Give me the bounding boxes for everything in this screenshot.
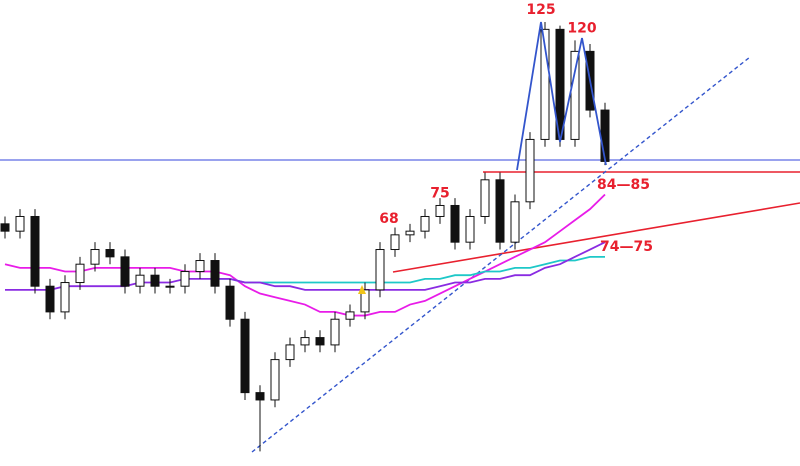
pattern-line [516, 21, 607, 171]
candle-body [240, 318, 250, 394]
candle-body [120, 256, 130, 287]
candle-body [135, 274, 145, 287]
candle-body [390, 234, 400, 251]
candle-body [105, 249, 115, 258]
candle-body [525, 138, 535, 203]
candle-body [75, 263, 85, 284]
signal-icon [358, 285, 366, 294]
trend-line [251, 56, 751, 453]
candle-body [195, 260, 205, 273]
candle-body [570, 50, 580, 140]
candle-body [90, 249, 100, 265]
candle-body [210, 260, 220, 287]
candle-body [465, 215, 475, 243]
candle-body [45, 285, 55, 313]
candle-body [495, 179, 505, 243]
price-label: 68 [379, 211, 398, 227]
plot [0, 22, 610, 452]
candle-body [165, 285, 175, 288]
candle-body [255, 392, 265, 401]
candle-body [300, 337, 310, 346]
candle-body [60, 282, 70, 313]
candle-body [360, 289, 370, 313]
candle-body [285, 344, 295, 361]
candle-body [0, 223, 10, 232]
moving-average [5, 241, 606, 291]
candle-body [405, 230, 415, 236]
candle-body [15, 215, 25, 232]
candle-body [480, 179, 490, 217]
candle-body [180, 271, 190, 287]
candle-body [225, 285, 235, 320]
candle-body [375, 249, 385, 291]
candle-body [420, 215, 430, 232]
price-label: 125 [526, 2, 555, 18]
candle-body [30, 215, 40, 287]
zone-label: 74—75 [600, 239, 653, 255]
candle-body [270, 359, 280, 401]
candle-body [540, 28, 550, 140]
candle-body [150, 274, 160, 287]
candle-body [315, 337, 325, 346]
candle-body [510, 201, 520, 243]
price-label: 75 [430, 185, 449, 201]
moving-average [4, 193, 606, 317]
price-label: 120 [567, 20, 596, 36]
candle-body [435, 204, 445, 217]
moving-average [215, 255, 605, 284]
rising-line [392, 202, 800, 273]
candle-body [450, 204, 460, 243]
candle-body [330, 318, 340, 346]
zone-label: 84—85 [597, 177, 650, 193]
candle-body [345, 311, 355, 320]
candle-body [600, 109, 610, 162]
